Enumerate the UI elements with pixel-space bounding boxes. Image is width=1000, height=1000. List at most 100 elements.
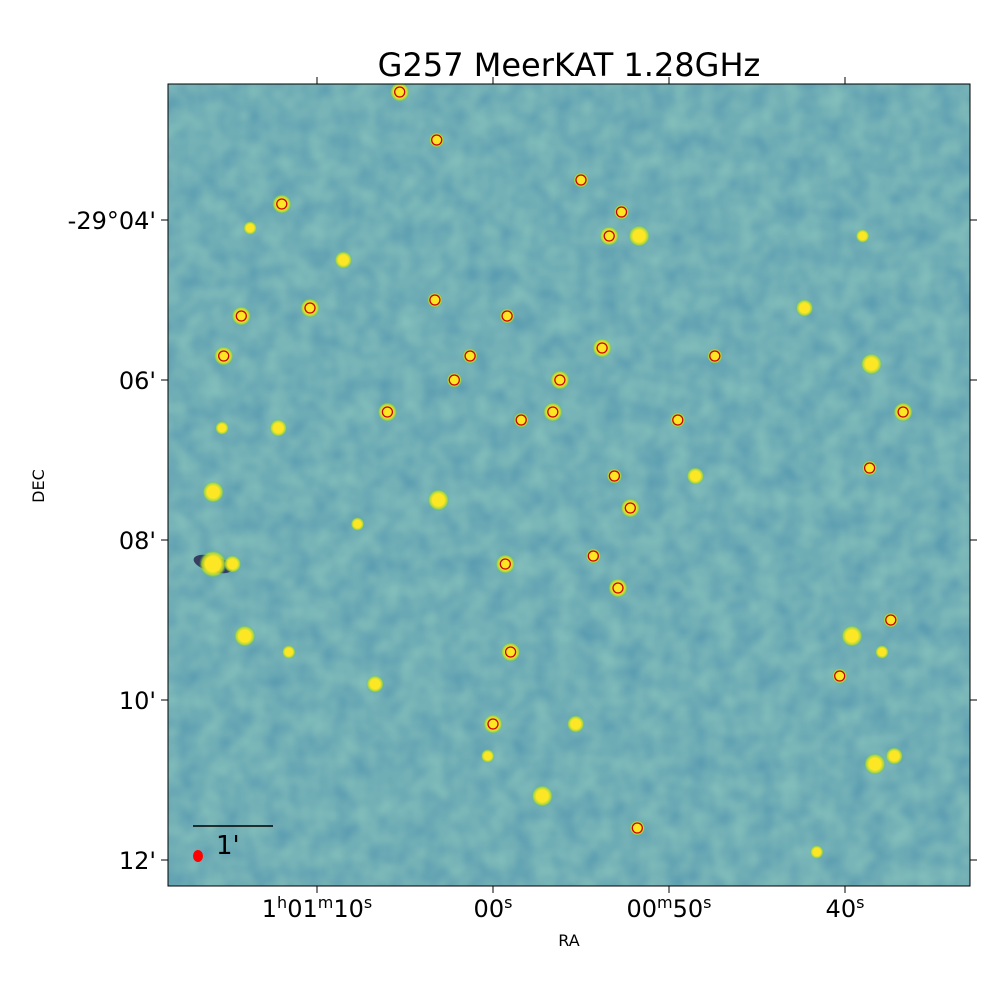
- noise-texture: [168, 84, 970, 886]
- source-blob: [428, 132, 445, 148]
- x-axis-label: RA: [558, 931, 579, 950]
- source-blob: [860, 353, 883, 375]
- source-marker: [504, 646, 517, 658]
- source-marker: [672, 414, 684, 426]
- source-blob: [585, 548, 602, 564]
- source-marker: [464, 350, 476, 362]
- source-blob: [809, 845, 824, 859]
- source-marker: [554, 374, 566, 386]
- source-blob: [495, 554, 516, 574]
- source-blob: [223, 555, 242, 573]
- chart-title: G257 MeerKAT 1.28GHz: [378, 46, 761, 84]
- source-blob: [620, 498, 641, 518]
- source-blob: [500, 642, 521, 662]
- source-blob: [480, 749, 495, 763]
- source-blob: [281, 645, 296, 659]
- source-blob: [350, 517, 365, 531]
- source-marker: [429, 294, 441, 306]
- source-marker: [547, 406, 559, 418]
- source-blob: [389, 84, 410, 102]
- source-blob: [592, 338, 613, 358]
- source-marker: [596, 342, 608, 354]
- source-blob: [213, 346, 234, 366]
- source-blob: [199, 550, 227, 578]
- source-marker: [431, 134, 443, 146]
- source-blob: [669, 412, 686, 428]
- source-marker: [624, 502, 636, 514]
- source-blob: [893, 402, 914, 422]
- source-blob: [882, 612, 899, 628]
- source-marker: [885, 614, 897, 626]
- markers-layer: [218, 86, 909, 834]
- dec-tick-label: 10': [119, 687, 156, 715]
- source-marker: [608, 470, 621, 482]
- source-blob: [202, 481, 225, 503]
- source-blob: [831, 668, 848, 684]
- source-blob: [885, 747, 904, 765]
- source-marker: [276, 198, 288, 210]
- ra-tick-label: 40s: [826, 893, 865, 923]
- beam-marker: [193, 850, 203, 862]
- source-blob: [269, 419, 288, 437]
- source-blob: [841, 625, 863, 647]
- source-blob: [499, 308, 516, 324]
- source-marker: [897, 406, 909, 418]
- source-marker: [575, 174, 587, 186]
- source-blob: [542, 402, 563, 422]
- source-marker: [612, 582, 624, 594]
- plot-area: [168, 84, 970, 886]
- source-marker: [603, 230, 615, 242]
- source-blob: [549, 370, 570, 390]
- source-marker: [218, 350, 230, 362]
- source-blob: [427, 489, 450, 511]
- source-marker: [834, 670, 846, 682]
- source-marker: [394, 86, 406, 98]
- sources-layer: [202, 84, 914, 859]
- dec-tick-label: -29°04': [68, 207, 156, 235]
- source-marker: [615, 206, 628, 218]
- source-blob: [483, 714, 503, 734]
- source-blob: [686, 467, 705, 485]
- dec-tick-label: 08': [119, 527, 156, 555]
- source-blob: [608, 578, 628, 598]
- source-blob: [795, 299, 814, 317]
- source-blob: [231, 306, 252, 326]
- source-marker: [499, 558, 511, 570]
- source-marker: [381, 406, 394, 418]
- source-blob: [628, 225, 651, 247]
- source-blob: [215, 421, 229, 435]
- source-blob: [366, 675, 385, 693]
- dec-tick-label: 12': [119, 847, 156, 875]
- y-axis-label: DEC: [29, 469, 48, 503]
- source-blob: [613, 204, 630, 220]
- source-blob: [300, 298, 320, 318]
- source-blob: [233, 625, 256, 647]
- source-blob: [573, 172, 589, 188]
- ra-tick-label: 00m50s: [626, 893, 711, 923]
- scalebar: 1': [193, 825, 273, 862]
- dec-axis: -29°04' 06' 08' 10' 12': [68, 207, 977, 875]
- source-marker: [709, 350, 721, 362]
- ra-tick-label: 1h01m10s: [262, 893, 372, 923]
- source-blob: [629, 820, 646, 836]
- source-blob: [531, 785, 554, 807]
- source-marker: [515, 414, 527, 426]
- source-blob: [377, 402, 398, 422]
- dec-tick-label: 06': [119, 367, 156, 395]
- source-blob: [446, 372, 463, 388]
- source-blob: [513, 412, 530, 428]
- ra-tick-label: 00s: [474, 893, 513, 923]
- source-blob: [706, 348, 723, 364]
- source-blob: [271, 194, 292, 214]
- source-blob: [855, 229, 870, 243]
- source-blob: [426, 292, 443, 308]
- source-marker: [863, 462, 876, 474]
- source-blob: [334, 251, 353, 269]
- source-blob: [462, 348, 479, 364]
- source-blob: [863, 753, 886, 775]
- source-marker: [587, 550, 599, 562]
- source-blob: [243, 221, 258, 235]
- bright-extended-source: [193, 550, 233, 578]
- source-marker: [631, 822, 643, 834]
